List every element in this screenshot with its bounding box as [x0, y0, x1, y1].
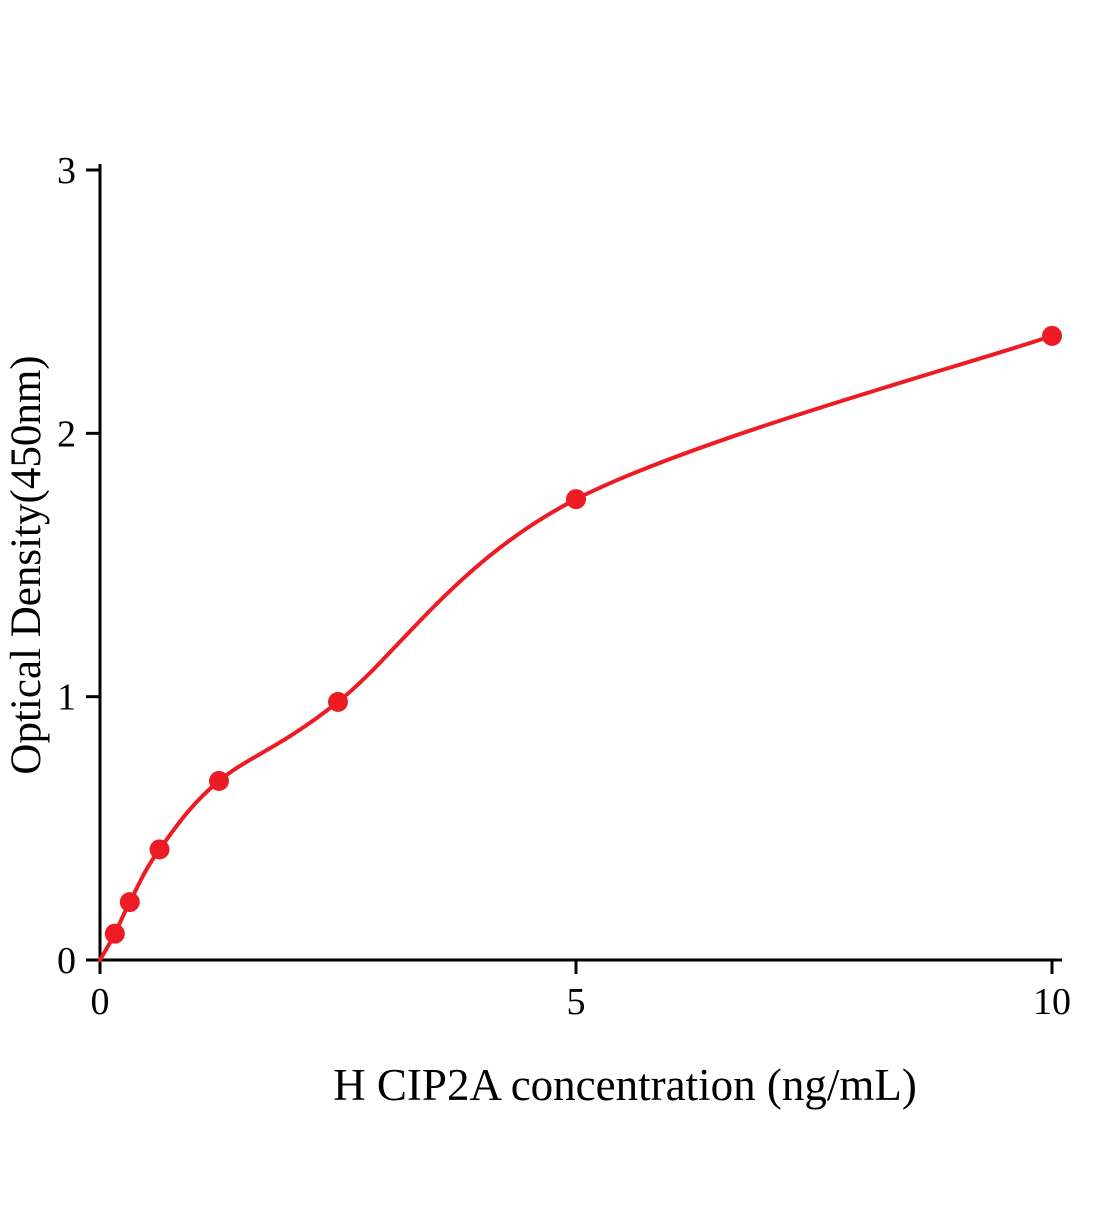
y-tick-label: 3 [57, 150, 76, 192]
plot-layer [98, 325, 1062, 962]
y-tick-label: 2 [57, 413, 76, 455]
x-tick-label: 5 [567, 981, 586, 1023]
x-tick-label: 10 [1033, 981, 1071, 1023]
y-tick-label: 0 [57, 940, 76, 982]
data-point [328, 691, 348, 712]
y-tick-label: 1 [57, 677, 76, 719]
x-tick-label: 0 [91, 981, 110, 1023]
fit-curve [98, 333, 1054, 962]
axis-lines [98, 164, 1062, 962]
data-point [119, 892, 140, 913]
axes-layer: 0 5 10 0 1 2 3 [57, 150, 1071, 1023]
y-axis-label: Optical Density(450nm) [3, 355, 50, 774]
data-point [149, 839, 170, 860]
data-point [1042, 325, 1062, 346]
data-point [104, 923, 125, 944]
x-axis-label: H CIP2A concentration (ng/mL) [333, 1060, 917, 1110]
data-point [566, 489, 586, 510]
data-point [209, 770, 229, 791]
